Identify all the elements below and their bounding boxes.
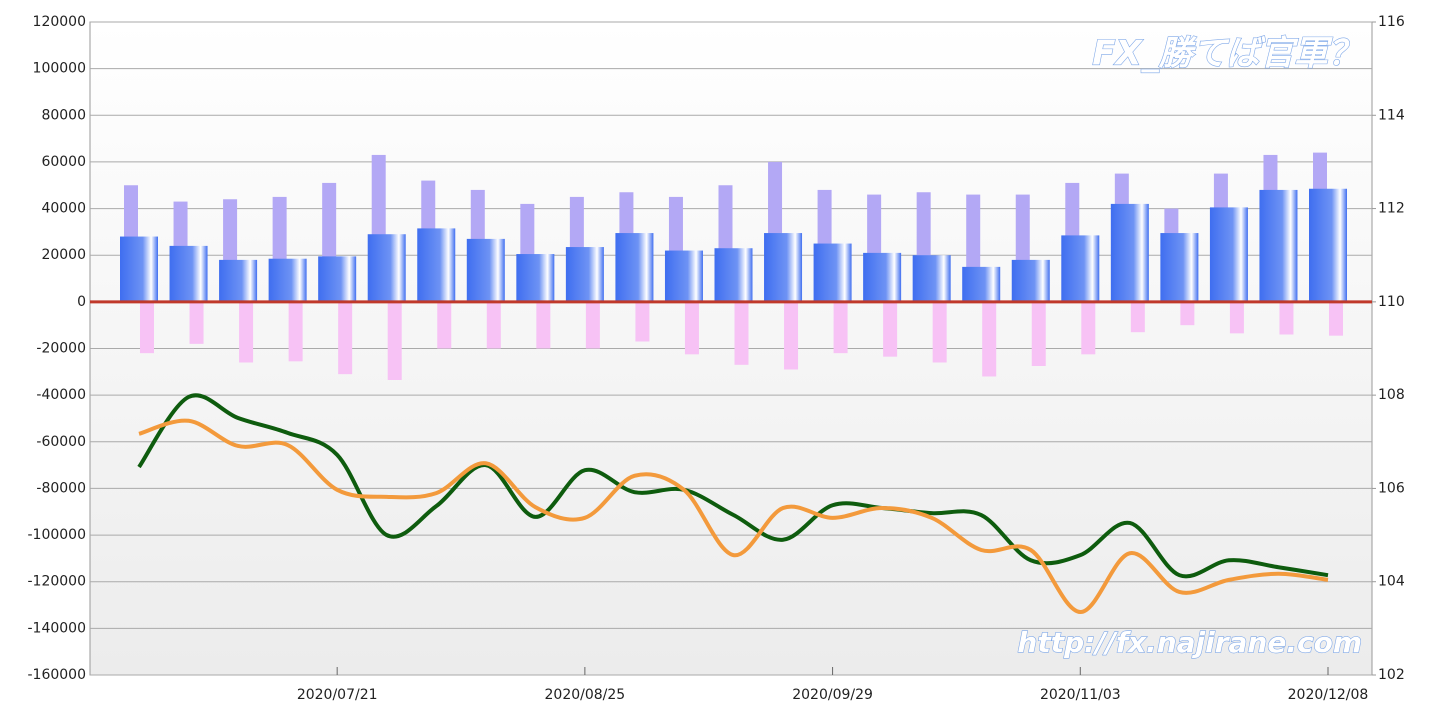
bar xyxy=(239,301,254,363)
bar xyxy=(1081,301,1096,355)
bar xyxy=(169,245,208,302)
bar xyxy=(813,243,852,302)
bar xyxy=(565,247,604,302)
bar xyxy=(962,266,1001,302)
bar xyxy=(417,228,456,302)
bar xyxy=(140,301,154,354)
x-tick-label: 2020/08/25 xyxy=(545,687,626,703)
y-tick-label: 0 xyxy=(77,294,86,310)
y2-tick-label: 108 xyxy=(1378,387,1405,403)
bar xyxy=(1011,259,1050,302)
bar xyxy=(1209,207,1248,302)
x-tick-label: 2020/12/08 xyxy=(1288,687,1369,703)
bar xyxy=(318,256,357,302)
bar xyxy=(486,301,501,349)
bar xyxy=(734,301,749,365)
y2-tick-label: 114 xyxy=(1378,107,1405,123)
bar xyxy=(1229,301,1244,334)
bar xyxy=(466,238,505,302)
x-tick-label: 2020/11/03 xyxy=(1040,687,1121,703)
y-tick-label: -120000 xyxy=(28,574,87,590)
y-tick-label: -40000 xyxy=(36,387,86,403)
bar xyxy=(784,301,799,370)
y-tick-label: -100000 xyxy=(28,527,87,543)
y-tick-label: -20000 xyxy=(36,341,86,357)
y2-tick-label: 104 xyxy=(1378,574,1405,590)
bar xyxy=(863,252,902,302)
bar xyxy=(1110,203,1149,302)
line xyxy=(138,418,1329,615)
bar xyxy=(982,301,997,377)
x-tick-label: 2020/09/29 xyxy=(792,687,873,703)
y-tick-label: 120000 xyxy=(33,14,86,30)
y2-tick-label: 112 xyxy=(1378,201,1405,217)
bar xyxy=(120,236,158,302)
bar xyxy=(635,301,650,342)
bar xyxy=(833,301,848,354)
bar xyxy=(536,301,551,349)
line xyxy=(137,393,1329,579)
bar xyxy=(615,233,654,302)
bar xyxy=(1309,188,1347,302)
bar xyxy=(1061,235,1100,302)
bar xyxy=(437,301,452,349)
bar xyxy=(764,233,803,302)
y-tick-label: -140000 xyxy=(28,620,87,636)
bar xyxy=(1329,301,1343,336)
bar xyxy=(1160,233,1199,302)
bar xyxy=(714,248,753,302)
y2-tick-label: 110 xyxy=(1378,294,1405,310)
y-tick-label: 20000 xyxy=(41,247,86,263)
bar xyxy=(1279,301,1294,335)
bar xyxy=(219,259,258,302)
bar xyxy=(1130,301,1145,333)
y-tick-label: -60000 xyxy=(36,434,86,450)
bar xyxy=(1031,301,1046,366)
bar xyxy=(684,301,699,355)
y2-tick-label: 116 xyxy=(1378,14,1405,30)
bar xyxy=(367,234,406,302)
y-tick-label: 60000 xyxy=(41,154,86,170)
bar xyxy=(912,255,951,302)
bar xyxy=(288,301,303,362)
bar xyxy=(189,301,204,344)
bar xyxy=(387,301,402,380)
y-tick-label: 100000 xyxy=(33,61,86,77)
bar xyxy=(932,301,947,363)
y-tick-label: -80000 xyxy=(36,480,86,496)
y2-tick-label: 106 xyxy=(1378,480,1405,496)
watermark: http://fx.najirane.com xyxy=(1017,626,1362,659)
y-tick-label: 40000 xyxy=(41,201,86,217)
watermark: FX_勝てば官軍？ xyxy=(1092,34,1362,74)
bar xyxy=(585,301,600,349)
bar xyxy=(268,258,307,302)
bar xyxy=(883,301,898,357)
bar xyxy=(1259,189,1298,302)
y-tick-label: 80000 xyxy=(41,107,86,123)
bar xyxy=(516,254,555,302)
bar xyxy=(1180,301,1195,326)
bar xyxy=(338,301,353,375)
y-tick-label: -160000 xyxy=(28,667,87,683)
bar xyxy=(664,250,703,302)
y2-tick-label: 102 xyxy=(1378,667,1405,683)
x-tick-label: 2020/07/21 xyxy=(297,687,378,703)
